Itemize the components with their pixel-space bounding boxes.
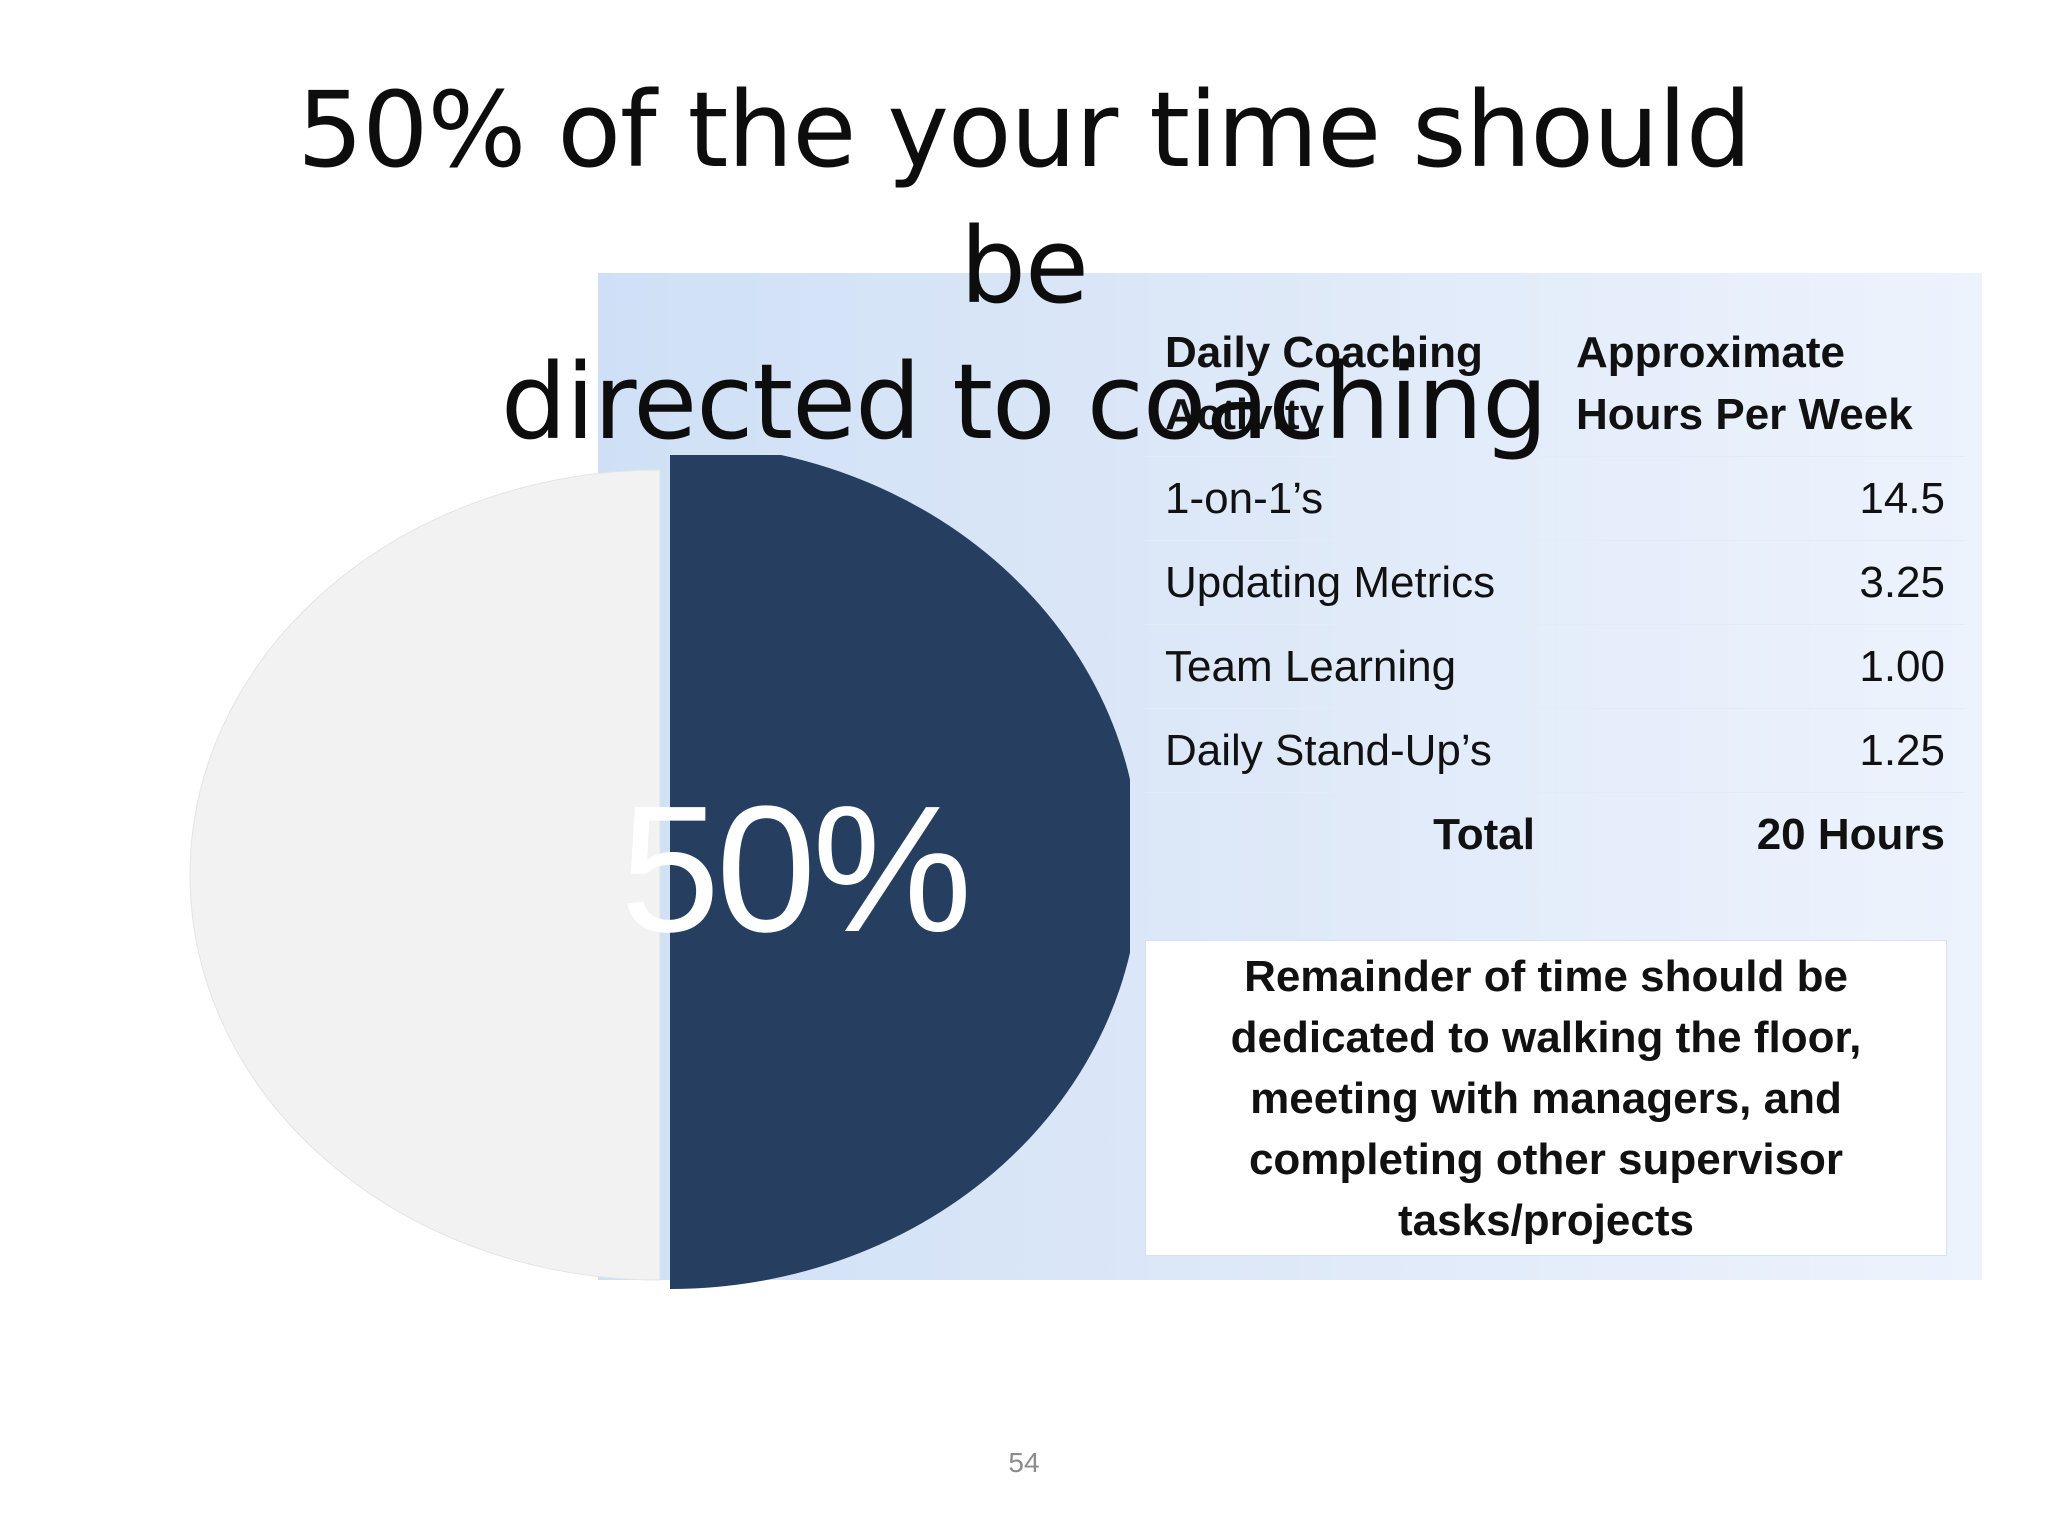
remainder-note-box: Remainder of time should be dedicated to… [1145, 940, 1947, 1256]
activity-cell: Updating Metrics [1145, 540, 1556, 625]
table-row: Updating Metrics 3.25 [1145, 540, 1965, 625]
pie-svg [189, 455, 1130, 1289]
pie-slice-coaching [670, 455, 1130, 1289]
total-hours: 20 Hours [1756, 809, 1945, 859]
table-row: Daily Stand-Up’s 1.25 [1145, 708, 1965, 793]
activity-cell: Daily Stand-Up’s [1145, 708, 1556, 793]
hours-cell: 14.5 [1555, 456, 1965, 541]
slide-title: 50% of the your time should be directed … [224, 62, 1824, 470]
remainder-note-text: Remainder of time should be dedicated to… [1230, 951, 1862, 1245]
header-hours: Approximate Hours Per Week [1555, 312, 1965, 457]
table-row: 1-on-1’s 14.5 [1145, 456, 1965, 541]
slide-title-line-1: 50% of the your time should be [297, 69, 1752, 327]
header-activity: Daily Coaching Activity [1145, 312, 1556, 457]
total-label: Total [1145, 792, 1556, 876]
table-row: Team Learning 1.00 [1145, 624, 1965, 709]
pie-slice-remainder [189, 469, 661, 1281]
hours-cell: 1.25 [1555, 708, 1965, 793]
table-header-row: Daily Coaching Activity Approximate Hour… [1145, 312, 1965, 457]
coaching-pie-chart [180, 455, 1130, 1295]
slide-title-line-2: directed to coaching [500, 341, 1548, 463]
slide-number: 54 [1008, 1447, 1040, 1478]
pie-percent-label: 50% [620, 769, 972, 970]
activity-cell: 1-on-1’s [1145, 456, 1556, 541]
table-total-row: Total 20 Hours [1145, 792, 1965, 876]
coaching-activity-table: Daily Coaching Activity Approximate Hour… [1145, 312, 1965, 876]
hours-cell: 3.25 [1555, 540, 1965, 625]
hours-cell: 1.00 [1555, 624, 1965, 709]
activity-cell: Team Learning [1145, 624, 1556, 709]
